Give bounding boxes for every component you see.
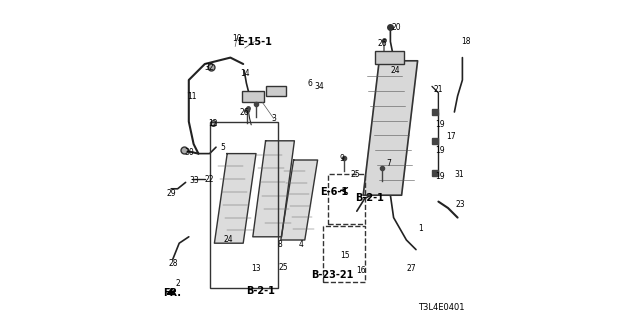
Text: 16: 16 [356, 266, 366, 275]
Text: 17: 17 [446, 132, 456, 140]
Text: 21: 21 [434, 85, 443, 94]
Text: B-23-21: B-23-21 [311, 270, 353, 280]
Text: 12: 12 [208, 119, 218, 128]
Text: 14: 14 [240, 69, 250, 78]
Text: 24: 24 [390, 66, 400, 75]
Text: FR.: FR. [163, 288, 181, 298]
Text: B-2-1: B-2-1 [246, 286, 275, 296]
Text: 11: 11 [188, 92, 196, 100]
Text: 6: 6 [308, 79, 313, 88]
Text: 27: 27 [406, 264, 416, 273]
Bar [328, 174, 365, 224]
Text: 1: 1 [419, 224, 423, 233]
FancyBboxPatch shape [375, 51, 404, 64]
Text: 2: 2 [175, 279, 180, 288]
Text: 23: 23 [456, 200, 466, 209]
Text: 19: 19 [435, 172, 445, 180]
Text: 29: 29 [166, 189, 176, 198]
Text: 32: 32 [205, 63, 214, 72]
Text: 34: 34 [314, 82, 324, 91]
Text: E-6-1: E-6-1 [321, 187, 348, 197]
Text: 26: 26 [240, 108, 250, 116]
FancyBboxPatch shape [266, 86, 287, 96]
Text: 15: 15 [340, 252, 350, 260]
Text: 8: 8 [278, 240, 282, 249]
Text: 9: 9 [339, 154, 344, 163]
Text: 10: 10 [232, 34, 242, 43]
Text: 18: 18 [461, 37, 470, 46]
Text: B-2-1: B-2-1 [355, 193, 384, 204]
Text: 26: 26 [377, 39, 387, 48]
Text: 31: 31 [454, 170, 464, 179]
Text: E-15-1: E-15-1 [237, 36, 272, 47]
Text: 22: 22 [205, 175, 214, 184]
Polygon shape [281, 160, 317, 240]
Text: 3: 3 [271, 114, 276, 123]
Text: 7: 7 [387, 159, 391, 168]
FancyBboxPatch shape [242, 91, 264, 102]
Text: 25: 25 [350, 170, 360, 179]
Text: 30: 30 [184, 148, 194, 156]
Polygon shape [214, 154, 256, 243]
Text: T3L4E0401: T3L4E0401 [419, 303, 465, 312]
Text: 5: 5 [220, 143, 225, 152]
Text: 33: 33 [189, 176, 200, 185]
Text: 20: 20 [392, 23, 402, 32]
Text: 13: 13 [251, 264, 261, 273]
Bar [210, 122, 278, 288]
Text: 19: 19 [435, 146, 445, 155]
Bar [323, 226, 365, 282]
Text: 19: 19 [435, 120, 445, 129]
Polygon shape [363, 61, 418, 195]
Text: 24: 24 [224, 236, 234, 244]
Polygon shape [253, 141, 294, 237]
Text: 4: 4 [298, 240, 303, 249]
Text: 25: 25 [278, 263, 288, 272]
Text: 28: 28 [168, 260, 177, 268]
